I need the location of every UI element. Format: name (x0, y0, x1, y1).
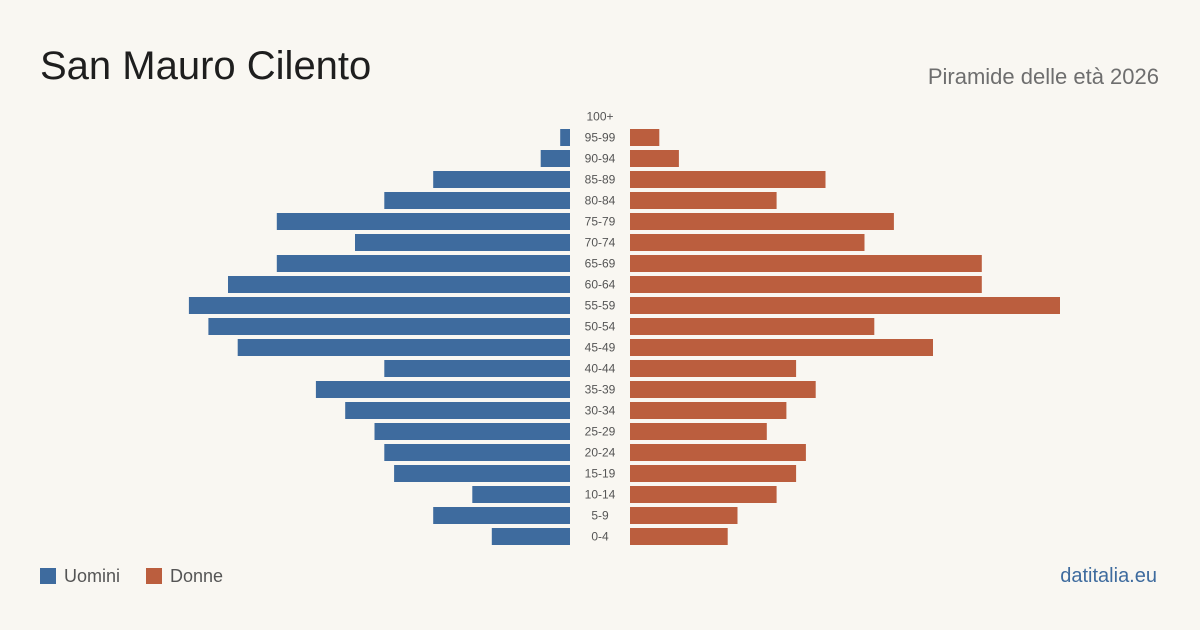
bar-men-80-84 (384, 192, 570, 209)
population-pyramid-chart: 100+ 95-99 90-94 85-89 80-84 75-79 70-74 65-69 6… (188, 110, 1060, 545)
age-label-80-84: 80-84 (585, 194, 616, 208)
bar-women-45-49 (630, 339, 933, 356)
age-label-70-74: 70-74 (585, 236, 616, 250)
age-label-35-39: 35-39 (585, 383, 616, 397)
bar-men-30-34 (345, 402, 570, 419)
bar-men-50-54 (208, 318, 570, 335)
age-label-45-49: 45-49 (585, 341, 616, 355)
bar-men-35-39 (315, 381, 570, 398)
chart-subtitle: Piramide delle età 2026 (927, 64, 1159, 89)
bar-men-85-89 (433, 171, 570, 188)
bar-men-0-4 (491, 528, 570, 545)
bar-men-65-69 (276, 255, 570, 272)
age-label-95-99: 95-99 (585, 131, 616, 145)
legend-swatch-women (146, 568, 163, 584)
bar-men-5-9 (433, 507, 570, 524)
bar-men-20-24 (384, 444, 570, 461)
bar-men-15-19 (394, 465, 570, 482)
age-label-40-44: 40-44 (585, 362, 616, 376)
bar-women-60-64 (630, 276, 982, 293)
bar-men-75-79 (276, 213, 570, 230)
age-label-85-89: 85-89 (585, 173, 616, 187)
legend-swatch-men (40, 568, 56, 584)
bar-men-95-99 (560, 129, 570, 146)
bar-women-20-24 (630, 444, 806, 461)
bar-women-0-4 (630, 528, 728, 545)
age-label-25-29: 25-29 (585, 425, 616, 439)
chart-legend: Uomini Donne (40, 565, 249, 587)
bar-women-95-99 (630, 129, 660, 146)
brand-link[interactable]: datitalia.eu (1060, 565, 1157, 587)
age-label-75-79: 75-79 (585, 215, 616, 229)
bar-men-40-44 (384, 360, 570, 377)
bar-women-80-84 (630, 192, 777, 209)
age-label-30-34: 30-34 (585, 404, 616, 418)
age-label-10-14: 10-14 (585, 488, 616, 502)
age-label-5-9: 5-9 (591, 509, 609, 523)
bar-men-25-29 (374, 423, 570, 440)
age-label-90-94: 90-94 (585, 152, 616, 166)
bar-women-70-74 (630, 234, 865, 251)
bar-men-55-59 (188, 297, 570, 314)
bar-women-40-44 (630, 360, 797, 377)
age-label-55-59: 55-59 (585, 299, 616, 313)
bar-women-50-54 (630, 318, 875, 335)
bar-women-10-14 (630, 486, 777, 503)
legend-item-men: Uomini (40, 566, 120, 587)
bar-women-85-89 (630, 171, 826, 188)
bar-women-5-9 (630, 507, 738, 524)
age-label-100-plus: 100+ (586, 110, 613, 124)
bar-women-15-19 (630, 465, 797, 482)
bar-men-90-94 (540, 150, 570, 167)
bar-women-35-39 (630, 381, 816, 398)
bar-men-45-49 (237, 339, 570, 356)
age-label-20-24: 20-24 (585, 446, 616, 460)
bar-men-70-74 (355, 234, 570, 251)
age-label-15-19: 15-19 (585, 467, 616, 481)
legend-item-women: Donne (146, 566, 223, 587)
bar-women-55-59 (630, 297, 1060, 314)
bar-women-65-69 (630, 255, 982, 272)
bar-men-60-64 (228, 276, 570, 293)
legend-label-men: Uomini (64, 565, 121, 586)
legend-label-women: Donne (170, 565, 224, 586)
age-label-0-4: 0-4 (591, 530, 609, 544)
bar-men-10-14 (472, 486, 570, 503)
age-label-50-54: 50-54 (585, 320, 616, 334)
page-title: San Mauro Cilento (40, 44, 372, 88)
bar-women-90-94 (630, 150, 679, 167)
age-label-60-64: 60-64 (585, 278, 616, 292)
bar-women-30-34 (630, 402, 787, 419)
bar-women-75-79 (630, 213, 894, 230)
age-label-65-69: 65-69 (585, 257, 616, 271)
bar-women-25-29 (630, 423, 767, 440)
